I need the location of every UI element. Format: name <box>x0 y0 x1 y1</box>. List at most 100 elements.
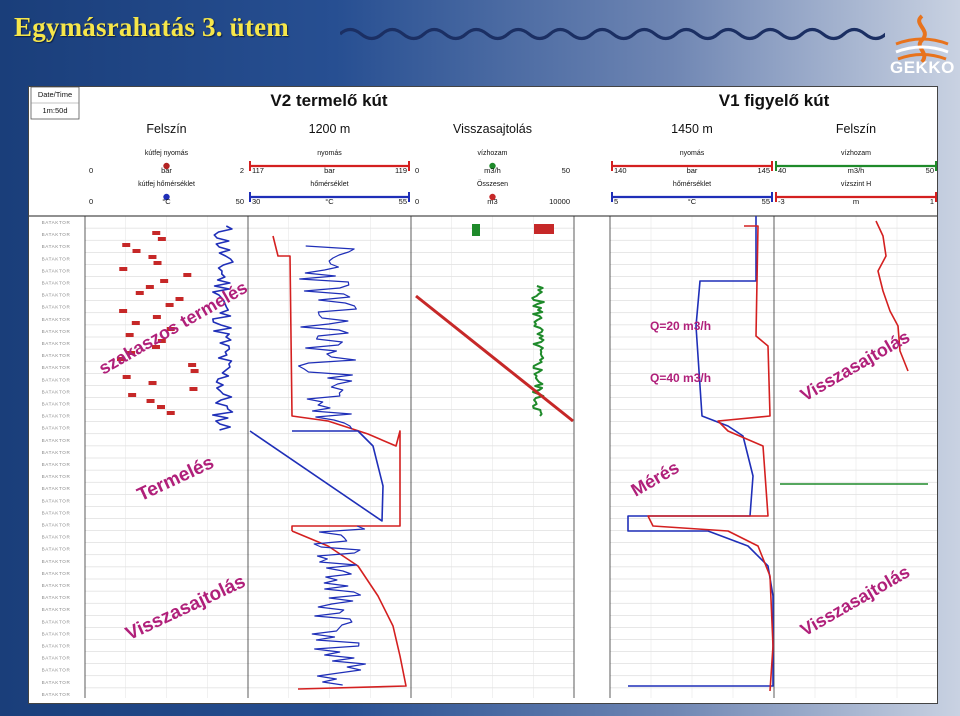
chart-panel <box>28 86 938 704</box>
track-title: 1200 m <box>309 122 351 136</box>
pressure-marker <box>119 267 128 271</box>
pressure-marker <box>122 375 131 379</box>
wave-decoration-icon <box>340 27 885 41</box>
curve-key-dot <box>163 193 170 201</box>
annotation-label: Visszasajtolás <box>797 561 913 640</box>
pressure-marker <box>160 279 169 283</box>
range-max-label: 1 <box>930 197 934 206</box>
annotation-label: Visszasajtolás <box>123 571 249 645</box>
pressure-marker <box>146 399 155 403</box>
curve-name: hőmérséklet <box>310 181 348 188</box>
depth-tick-label: BATAKTOR <box>42 462 71 467</box>
date-time-label: Date/Time <box>38 90 72 99</box>
surface-temperature-curve <box>211 225 234 431</box>
range-max-label: 119 <box>395 166 407 175</box>
depth-tick-label: BATAKTOR <box>42 583 71 588</box>
panel-heading-v2: V2 termelő kút <box>270 91 387 110</box>
depth-tick-label: BATAKTOR <box>42 426 71 431</box>
pressure-marker <box>135 291 144 295</box>
range-min-label: 117 <box>252 166 264 175</box>
depth-tick-label: BATAKTOR <box>42 414 71 419</box>
curve-name: nyomás <box>317 150 342 157</box>
depth-tick-label: BATAKTOR <box>42 256 71 261</box>
annotation-label: Termelés <box>134 452 217 506</box>
annotation-label: Q=40 m3/h <box>650 371 711 385</box>
depth-tick-label: BATAKTOR <box>42 305 71 310</box>
track-title: Visszasajtolás <box>453 122 532 136</box>
date-time-value: 1m:50d <box>42 106 67 115</box>
range-min-label: 140 <box>614 166 627 175</box>
unit-label: °C <box>688 197 697 206</box>
range-min-label: 0 <box>89 197 93 206</box>
pressure-1200-lower <box>291 530 407 690</box>
depth-tick-label: BATAKTOR <box>42 668 71 673</box>
depth-tick-label: BATAKTOR <box>42 341 71 346</box>
curve-key-dot <box>489 162 496 170</box>
pressure-marker <box>127 351 136 355</box>
pressure-marker <box>145 285 154 289</box>
range-max-label: 50 <box>926 166 934 175</box>
temperature-1200-upper <box>298 245 357 430</box>
depth-tick-label: BATAKTOR <box>42 293 71 298</box>
depth-tick-label: BATAKTOR <box>42 220 71 225</box>
depth-tick-label: BATAKTOR <box>42 232 71 237</box>
annotation-label: Visszasajtolás <box>797 326 913 405</box>
flow-start-marker <box>472 224 480 236</box>
range-max-label: 50 <box>562 166 570 175</box>
depth-tick-label: BATAKTOR <box>42 365 71 370</box>
range-max-label: 50 <box>236 197 244 206</box>
curve-key-dot <box>489 193 496 201</box>
depth-tick-label: BATAKTOR <box>42 535 71 540</box>
pressure-marker <box>153 261 162 265</box>
range-min-label: -3 <box>778 197 785 206</box>
depth-tick-label: BATAKTOR <box>42 402 71 407</box>
title-bar: Egymásrahatás 3. ütem <box>0 0 960 62</box>
pressure-marker <box>188 363 197 367</box>
pressure-marker <box>166 411 175 415</box>
annotation-label: szakaszos termelés <box>95 277 251 378</box>
pressure-marker <box>165 303 174 307</box>
pressure-marker <box>119 309 128 313</box>
depth-tick-label: BATAKTOR <box>42 607 71 612</box>
range-max-label: 10000 <box>549 197 570 206</box>
depth-tick-label: BATAKTOR <box>42 523 71 528</box>
curve-name: kútfej hőmérséklet <box>138 181 195 188</box>
curve-name: nyomás <box>680 150 705 157</box>
curve-name: vízhozam <box>478 150 508 157</box>
water-level-curve <box>875 220 909 372</box>
range-min-label: 0 <box>415 197 419 206</box>
pressure-marker <box>157 237 166 241</box>
range-max-label: 55 <box>399 197 407 206</box>
grid <box>85 215 938 698</box>
depth-tick-label: BATAKTOR <box>42 474 71 479</box>
range-max-label: 145 <box>757 166 770 175</box>
cumulative-start-marker <box>534 224 554 234</box>
track-title: Felszín <box>836 122 876 136</box>
range-min-label: 5 <box>614 197 618 206</box>
range-max-label: 2 <box>240 166 244 175</box>
curve-key-dot <box>163 162 170 170</box>
panel-heading-v1: V1 figyelő kút <box>719 91 830 110</box>
depth-tick-label: BATAKTOR <box>42 486 71 491</box>
depth-tick-label: BATAKTOR <box>42 498 71 503</box>
range-min-label: 30 <box>252 197 260 206</box>
logo-text: GEKKO <box>890 58 955 77</box>
depth-tick-label: BATAKTOR <box>42 631 71 636</box>
depth-tick-label: BATAKTOR <box>42 571 71 576</box>
depth-tick-label: BATAKTOR <box>42 353 71 358</box>
depth-tick-label: BATAKTOR <box>42 547 71 552</box>
unit-label: °C <box>162 197 171 206</box>
depth-tick-label: BATAKTOR <box>42 268 71 273</box>
curve-name: vízszint H <box>841 181 871 188</box>
wave-line <box>340 27 885 41</box>
depth-tick-label: BATAKTOR <box>42 450 71 455</box>
track-title: 1450 m <box>671 122 713 136</box>
annotation-label: Q=20 m3/h <box>650 319 711 333</box>
depth-tick-label: BATAKTOR <box>42 329 71 334</box>
surface-pressure-markers <box>117 231 199 415</box>
depth-tick-label: BATAKTOR <box>42 317 71 322</box>
unit-label: °C <box>325 197 334 206</box>
pressure-marker <box>157 339 166 343</box>
depth-tick-label: BATAKTOR <box>42 595 71 600</box>
